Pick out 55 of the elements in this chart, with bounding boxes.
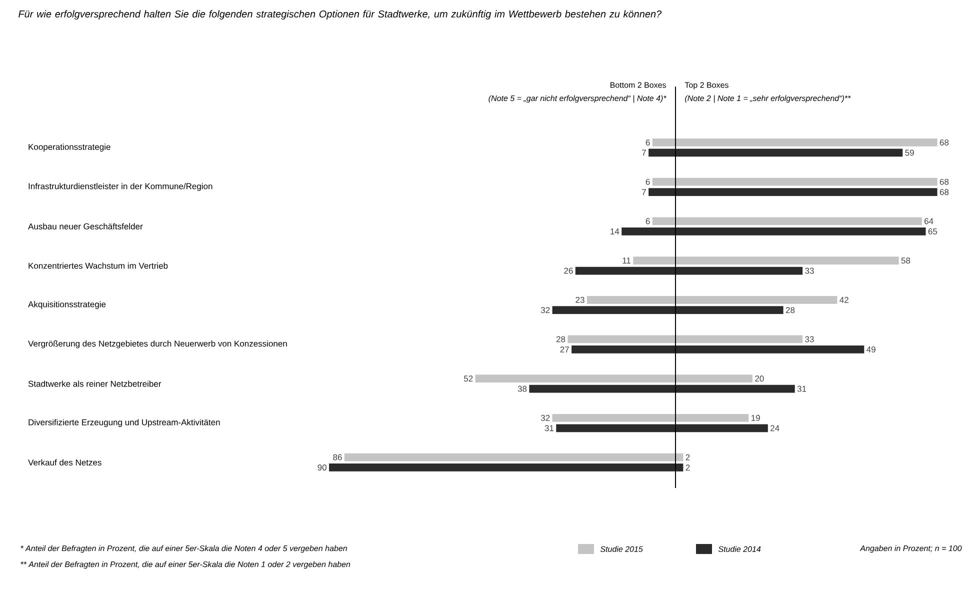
data-label: 7 <box>642 150 646 156</box>
data-label: 68 <box>940 189 949 196</box>
data-label: 6 <box>646 178 650 185</box>
y-tick-label: Infrastrukturdienstleister in der Kommune/Region <box>28 182 212 191</box>
text: Bottom 2 Boxes <box>610 82 666 88</box>
data-label: 27 <box>560 346 569 352</box>
data-label: 38 <box>518 386 527 392</box>
data-label: 49 <box>866 346 876 352</box>
chart-title: Für wie erfolgversprechend halten Sie die folgenden strategischen Optionen für Stadtwerke, um zukünftig im Wettbewerb bestehen zu können? <box>18 10 662 20</box>
text: Angaben in Prozent; n = 100 <box>860 545 962 553</box>
data-label: 33 <box>805 268 814 274</box>
y-tick-label: Konzentriertes Wachstum im Vertrieb <box>28 262 168 269</box>
data-label: 65 <box>928 228 938 234</box>
y-tick-label: Kooperationsstrategie <box>28 144 110 152</box>
data-label: 7 <box>642 189 646 195</box>
data-label: 59 <box>905 150 914 156</box>
data-label: 19 <box>752 414 760 421</box>
data-label: 33 <box>805 336 814 342</box>
y-tick-label: Diversifizierte Erzeugung und Upstream-Aktivitäten <box>28 419 220 427</box>
y-tick-label: Akquisitionsstrategie <box>28 301 106 309</box>
y-tick-label: Ausbau neuer Geschäftsfelder <box>28 223 143 230</box>
legend-label: Studie 2014 <box>718 546 761 552</box>
data-label: 28 <box>786 307 795 314</box>
data-label: 26 <box>564 268 573 274</box>
data-label: 2 <box>686 464 690 470</box>
data-label: 20 <box>755 376 764 382</box>
data-label: 11 <box>622 258 631 264</box>
y-tick-label: Stadtwerke als reiner Netzbetreiber <box>28 380 162 387</box>
data-label: 23 <box>576 296 584 303</box>
text: ** Anteil der Befragten in Prozent, die auf einer 5er-Skala die Noten 1 oder 2 vergeben haben <box>20 561 350 569</box>
data-label: 68 <box>940 139 949 146</box>
data-label: 32 <box>540 307 550 314</box>
data-label: 90 <box>318 464 326 470</box>
data-label: 32 <box>540 414 550 421</box>
text: Top 2 Boxes <box>684 82 728 90</box>
data-label: 52 <box>464 376 473 382</box>
data-label: 2 <box>686 454 690 460</box>
data-label: 68 <box>940 178 949 185</box>
data-label: 6 <box>646 139 650 146</box>
text: (Note 5 = „gar nicht erfolgversprechend“ | Note 4)* <box>488 95 666 103</box>
text: * Anteil der Befragten in Prozent, die auf einer 5er-Skala die Noten 4 oder 5 vergeben haben <box>20 545 347 553</box>
data-label: 86 <box>333 454 342 460</box>
legend-label: Studie 2015 <box>600 546 643 552</box>
data-label: 28 <box>556 336 566 342</box>
data-label: 42 <box>840 296 848 303</box>
data-label: 58 <box>901 258 910 264</box>
data-label: 6 <box>646 218 650 224</box>
text: (Note 2 | Note 1 = „sehr erfolgversprechend“)** <box>685 95 851 103</box>
data-label: 14 <box>610 228 620 234</box>
data-label: 31 <box>797 386 806 392</box>
y-tick-label: Verkauf des Netzes <box>28 459 102 466</box>
data-label: 31 <box>544 425 554 432</box>
data-label: 24 <box>770 425 780 432</box>
data-label: 64 <box>924 218 934 224</box>
y-tick-label: Vergrößerung des Netzgebietes durch Neuerwerb von Konzessionen <box>28 340 287 348</box>
